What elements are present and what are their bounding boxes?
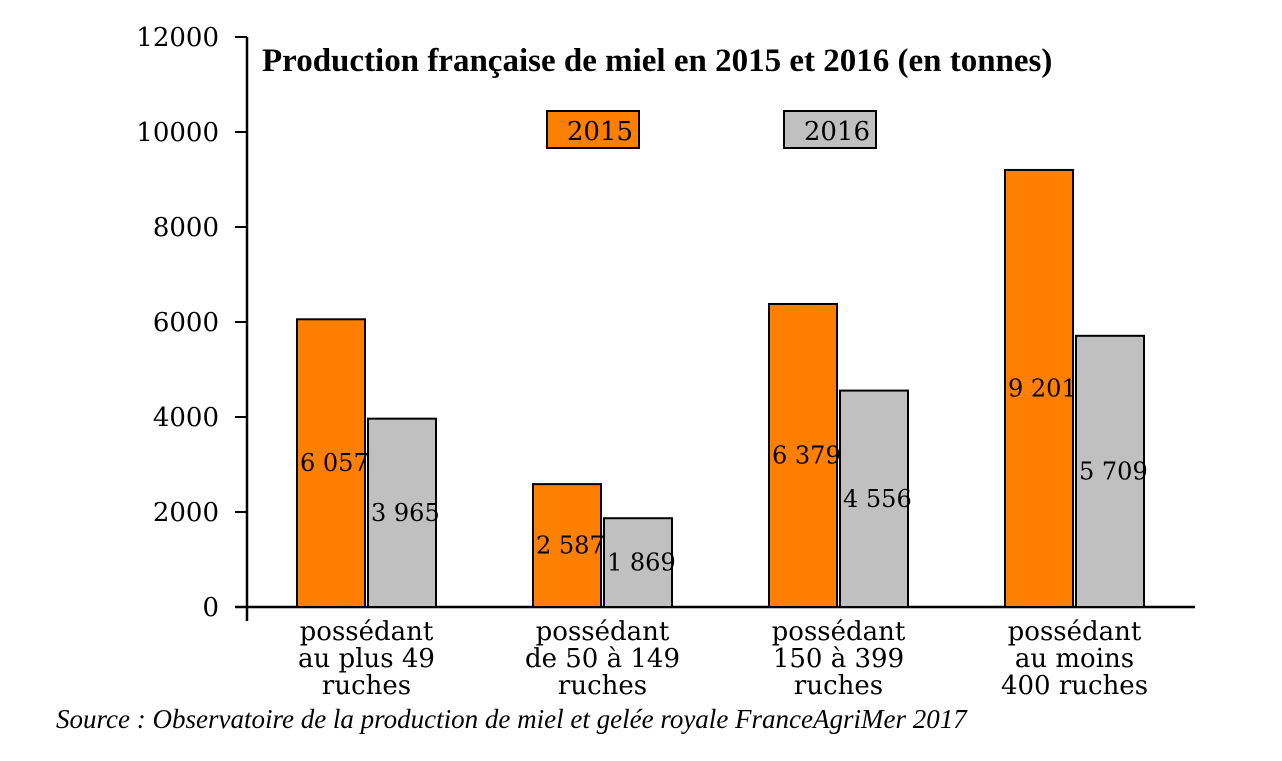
y-tick-label: 4000 bbox=[153, 403, 219, 433]
data-label: 5 709 bbox=[1079, 457, 1148, 485]
category-label: 400 ruches bbox=[1001, 671, 1148, 701]
y-tick-label: 2000 bbox=[153, 498, 219, 528]
data-label: 4 556 bbox=[843, 485, 912, 513]
y-tick-label: 10000 bbox=[136, 118, 219, 148]
category-label: possédant bbox=[772, 617, 906, 647]
category-label: au moins bbox=[1015, 644, 1134, 674]
chart-title: Production française de miel en 2015 et … bbox=[262, 43, 1052, 79]
source-note: Source : Observatoire de la production d… bbox=[56, 704, 968, 734]
legend-label-2015: 2015 bbox=[567, 117, 633, 147]
category-label: au plus 49 bbox=[298, 644, 435, 674]
category-label: ruches bbox=[322, 671, 411, 701]
y-tick-label: 12000 bbox=[136, 23, 219, 53]
data-label: 6 057 bbox=[300, 449, 369, 477]
legend: 2015 2016 bbox=[547, 111, 876, 148]
category-label: possédant bbox=[536, 617, 670, 647]
data-label: 2 587 bbox=[536, 532, 605, 560]
y-tick-label: 6000 bbox=[153, 308, 219, 338]
category-label: possédant bbox=[1008, 617, 1142, 647]
y-tick-label: 8000 bbox=[153, 213, 219, 243]
data-label: 9 201 bbox=[1008, 374, 1077, 402]
legend-label-2016: 2016 bbox=[804, 117, 870, 147]
category-label: ruches bbox=[794, 671, 883, 701]
category-label: possédant bbox=[300, 617, 434, 647]
category-label: 150 à 399 bbox=[773, 644, 904, 674]
category-label: ruches bbox=[558, 671, 647, 701]
data-label: 3 965 bbox=[371, 499, 440, 527]
y-tick-label: 0 bbox=[202, 593, 219, 623]
data-label: 6 379 bbox=[772, 441, 841, 469]
category-label: de 50 à 149 bbox=[525, 644, 680, 674]
data-label: 1 869 bbox=[607, 549, 676, 577]
